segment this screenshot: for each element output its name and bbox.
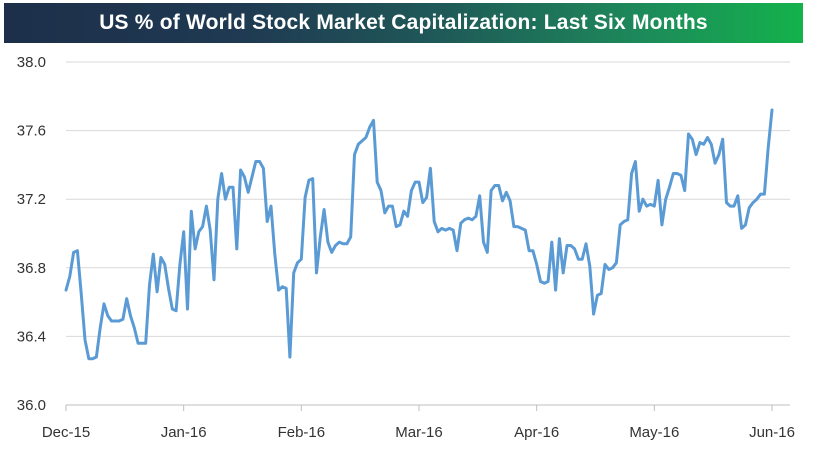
x-tick-label: Jun-16 (749, 424, 795, 441)
x-tick-label: Apr-16 (514, 424, 559, 441)
y-tick-label: 38.0 (17, 54, 46, 71)
chart-title: US % of World Stock Market Capitalizatio… (99, 11, 708, 34)
x-tick-label: Dec-15 (42, 424, 90, 441)
series-line (64, 108, 774, 361)
x-tick-label: May-16 (629, 424, 679, 441)
x-tick-label: Feb-16 (278, 424, 326, 441)
y-tick-label: 37.6 (17, 123, 46, 140)
chart-title-bar: US % of World Stock Market Capitalizatio… (4, 3, 803, 43)
x-tick-label: Jan-16 (161, 424, 207, 441)
y-tick-label: 36.4 (17, 328, 46, 345)
y-tick-label: 36.0 (17, 397, 46, 414)
y-tick-label: 36.8 (17, 260, 46, 277)
y-tick-label: 37.2 (17, 191, 46, 208)
x-tick-label: Mar-16 (395, 424, 443, 441)
